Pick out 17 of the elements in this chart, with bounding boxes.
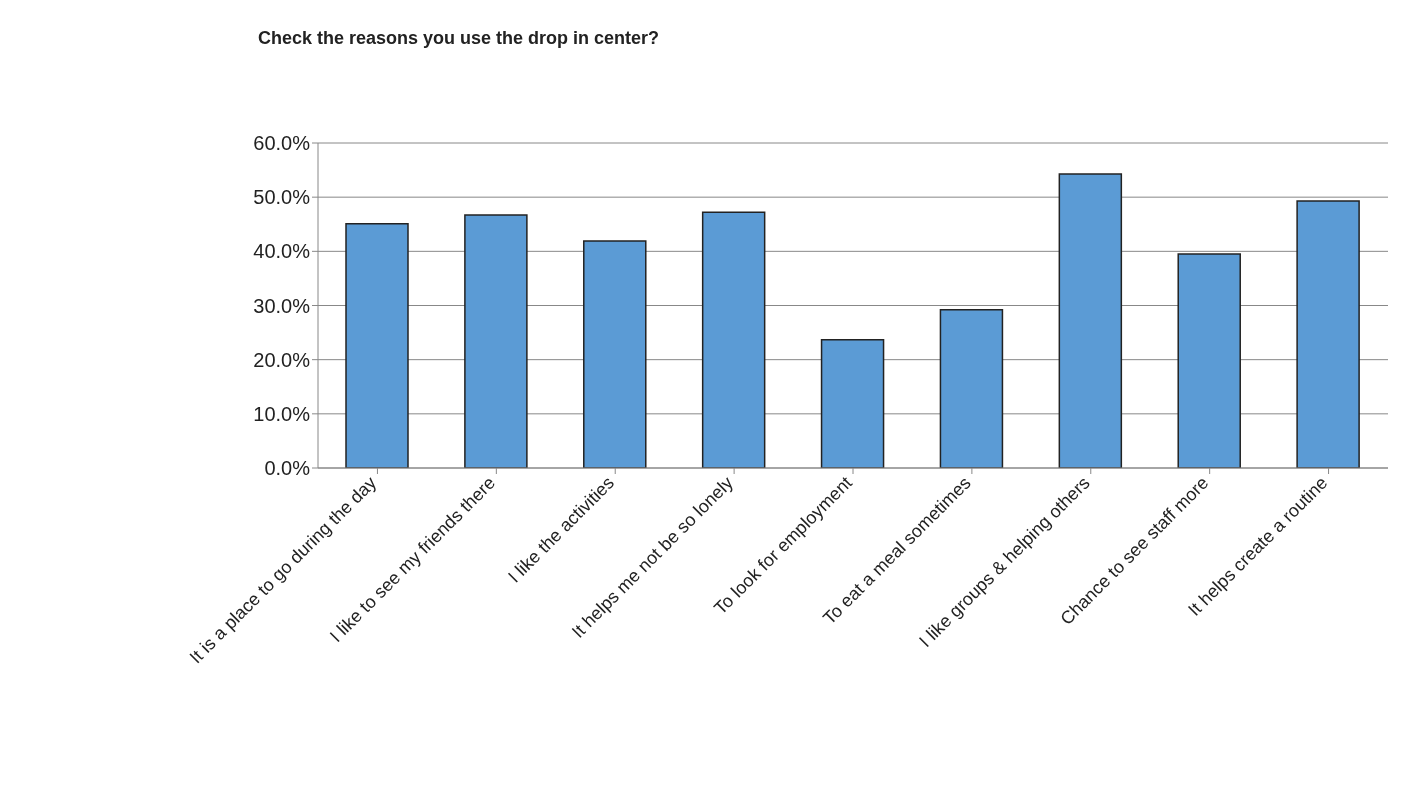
y-tick-label: 0.0%	[264, 457, 311, 480]
chart-title: Check the reasons you use the drop in center?	[258, 28, 660, 49]
y-tick-label: 50.0%	[253, 186, 311, 209]
bar	[464, 214, 528, 468]
y-tick-label: 40.0%	[253, 240, 311, 263]
y-tick-label: 30.0%	[253, 294, 311, 317]
y-tick-label: 60.0%	[253, 132, 311, 155]
bar	[820, 338, 885, 468]
bar	[1296, 200, 1360, 468]
bar	[345, 222, 409, 468]
y-tick-label: 10.0%	[253, 402, 311, 425]
bar	[1177, 253, 1241, 468]
bar	[701, 211, 766, 468]
bar	[1058, 173, 1123, 468]
bar	[939, 309, 1004, 468]
bar	[583, 240, 647, 468]
y-tick-label: 20.0%	[253, 348, 311, 371]
